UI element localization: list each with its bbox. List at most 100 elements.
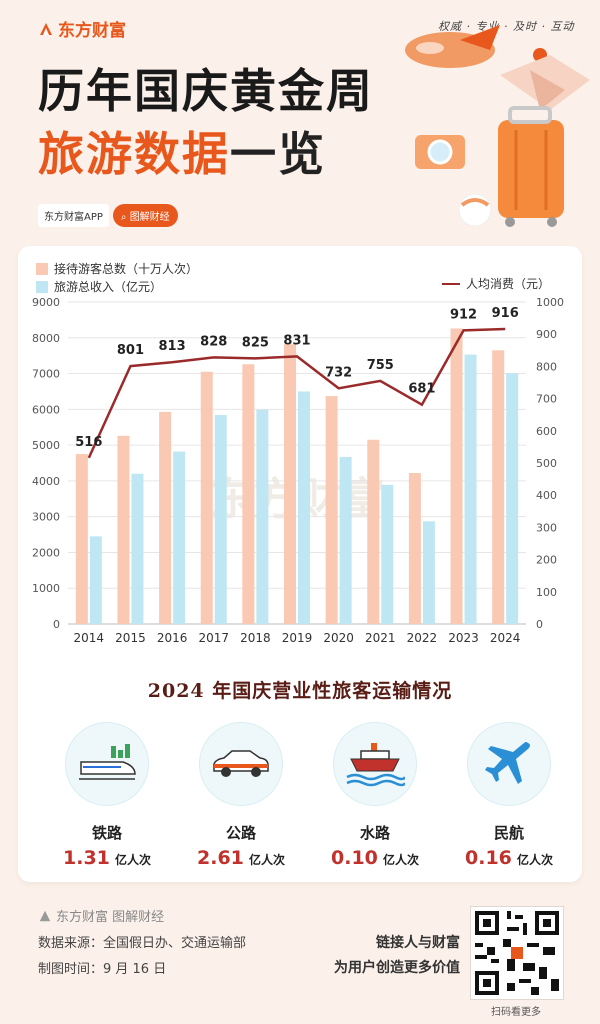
y-right-tick-label: 100 <box>536 586 557 599</box>
y-right-tick-label: 500 <box>536 457 557 470</box>
y-left-tick-label: 3000 <box>32 511 60 524</box>
per-capita-data-label: 813 <box>159 339 186 354</box>
bar-income <box>214 415 227 624</box>
mode-air-unit: 亿人次 <box>516 853 553 867</box>
y-left-tick-label: 4000 <box>32 475 60 488</box>
data-source: 数据来源：全国假日办、交通运输部 <box>38 936 247 951</box>
x-tick-label: 2024 <box>490 631 521 645</box>
per-capita-data-label: 916 <box>492 306 519 321</box>
bar-visitors <box>200 371 213 624</box>
x-tick-label: 2023 <box>448 631 479 645</box>
watermark: 东方财富 <box>209 474 385 525</box>
x-tick-label: 2016 <box>157 631 188 645</box>
brand-flame-icon <box>40 22 52 35</box>
bar-income <box>256 409 269 624</box>
bar-income <box>173 451 186 624</box>
brand-logo: 东方财富 <box>38 16 126 41</box>
mode-road-circle <box>199 722 283 806</box>
app-label: 东方财富APP <box>38 204 109 227</box>
mode-road: 公路 2.61 亿人次 <box>186 722 296 869</box>
bar-income <box>298 391 310 624</box>
tagline-2: 为用户创造更多价值 <box>334 960 460 976</box>
x-tick-label: 2020 <box>323 631 354 645</box>
mode-water-name: 水路 <box>359 824 390 842</box>
bar-income <box>506 373 519 624</box>
mode-air-value: 0.16 <box>465 847 512 869</box>
mode-water-unit: 亿人次 <box>382 853 419 867</box>
y-left-tick-label: 6000 <box>32 403 60 416</box>
footer-brand-text: 东方财富 图解财经 <box>56 910 165 925</box>
ship-icon <box>346 743 405 787</box>
x-tick-label: 2018 <box>240 631 271 645</box>
category-tag-label: 图解财经 <box>129 212 170 223</box>
mode-water-circle <box>333 722 417 806</box>
per-capita-data-label: 681 <box>408 382 435 397</box>
per-capita-data-label: 732 <box>325 365 352 380</box>
tourism-chart: 东方财富010002000300040005000600070008000900… <box>32 296 564 645</box>
mode-air-circle <box>467 722 551 806</box>
mode-water-value: 0.10 <box>331 847 378 869</box>
x-tick-label: 2015 <box>115 631 146 645</box>
tagline-1: 链接人与财富 <box>376 935 460 951</box>
title-line1: 历年国庆黄金周 <box>38 64 374 118</box>
mode-rail-circle <box>65 722 149 806</box>
title-highlight: 旅游数据 <box>38 127 230 181</box>
per-capita-data-label: 912 <box>450 307 477 322</box>
mode-air: 民航 0.16 亿人次 <box>454 722 564 869</box>
category-tag[interactable]: ⌕ 图解财经 <box>112 204 178 227</box>
x-tick-label: 2017 <box>198 631 229 645</box>
qr-code-pattern <box>471 907 563 999</box>
per-capita-data-label: 831 <box>283 333 310 348</box>
bar-visitors <box>117 435 130 624</box>
legend-line-per-capita <box>442 282 460 285</box>
y-right-tick-label: 1000 <box>536 296 564 309</box>
qr-label: 扫码看更多 <box>491 1007 541 1018</box>
mode-road-unit: 亿人次 <box>248 853 285 867</box>
bar-income <box>131 473 144 624</box>
legend-swatch-visitors <box>36 262 48 275</box>
mode-rail-name: 铁路 <box>91 824 122 842</box>
title-line2: 旅游数据一览 <box>38 118 326 184</box>
per-capita-line <box>87 327 506 459</box>
brand-name: 东方财富 <box>58 21 126 41</box>
mode-road-name: 公路 <box>225 824 256 842</box>
content-card: 接待游客总数（十万人次） 旅游总收入（亿元） 人均消费（元） 东方财富 0 1000… <box>18 246 582 882</box>
bar-income <box>464 354 477 624</box>
mode-rail: 铁路 1.31 亿人次 <box>52 722 162 869</box>
bar-visitors <box>492 350 505 624</box>
y-left-tick-label: 8000 <box>32 332 60 345</box>
y-right-tick-label: 200 <box>536 554 557 567</box>
per-capita-data-label: 825 <box>242 335 269 350</box>
y-right-tick-label: 400 <box>536 489 557 502</box>
bar-income <box>339 456 352 624</box>
y-right-tick-label: 700 <box>536 393 557 406</box>
y-right-tick-label: 800 <box>536 360 557 373</box>
bar-visitors <box>408 473 421 624</box>
mode-rail-unit: 亿人次 <box>114 853 151 867</box>
y-left-tick-label: 1000 <box>32 582 60 595</box>
bar-income <box>89 536 102 624</box>
per-capita-data-label: 801 <box>117 343 144 358</box>
train-icon <box>79 744 136 780</box>
legend-income: 旅游总收入（亿元） <box>36 278 162 295</box>
bar-income <box>381 484 394 624</box>
y-right-tick-label: 900 <box>536 328 557 341</box>
y-left-tick-label: 2000 <box>32 546 60 559</box>
x-tick-label: 2022 <box>407 631 438 645</box>
footer-brand: 东方财富 图解财经 <box>38 906 164 925</box>
y-left-tick-label: 7000 <box>32 368 60 381</box>
per-capita-data-label: 828 <box>200 334 227 349</box>
qr-code[interactable] <box>470 906 564 1000</box>
bar-visitors <box>367 439 380 624</box>
y-right-tick-label: 600 <box>536 425 557 438</box>
mode-rail-value: 1.31 <box>63 847 110 869</box>
per-capita-data-label: 516 <box>75 435 102 450</box>
x-tick-label: 2021 <box>365 631 396 645</box>
legend-label-visitors: 接待游客总数（十万人次） <box>54 262 199 276</box>
mode-road-value: 2.61 <box>197 847 244 869</box>
bar-visitors <box>325 396 338 624</box>
slogan: 权威 · 专业 · 及时 · 互动 <box>438 20 575 33</box>
x-tick-label: 2014 <box>74 631 105 645</box>
y-right-tick-label: 300 <box>536 521 557 534</box>
legend-swatch-income <box>36 280 48 293</box>
